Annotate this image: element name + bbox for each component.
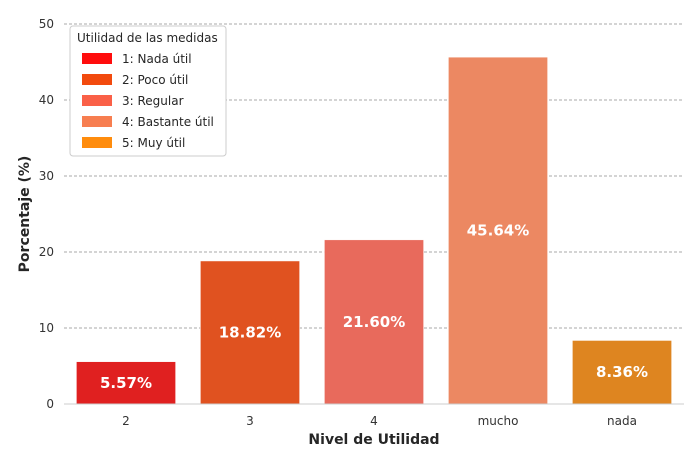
y-tick-label: 20: [39, 245, 54, 259]
bar-value-label: 8.36%: [596, 363, 648, 381]
legend: Utilidad de las medidas 1: Nada útil 2: P…: [69, 25, 227, 157]
x-tick-label: mucho: [478, 414, 519, 428]
bar-value-label: 45.64%: [467, 222, 529, 240]
y-tick-label: 10: [39, 321, 54, 335]
legend-swatch: [82, 74, 112, 85]
x-tick-label: 3: [246, 414, 254, 428]
legend-entry-label: 2: Poco útil: [122, 73, 188, 87]
legend-swatch: [82, 116, 112, 127]
legend-entry-label: 4: Bastante útil: [122, 115, 214, 129]
y-axis-title: Porcentaje (%): [17, 156, 33, 273]
bar-value-label: 21.60%: [343, 313, 405, 331]
y-tick-labels: 0 10 20 30 40 50: [39, 17, 54, 411]
bar-mucho: [448, 56, 548, 405]
bar-value-label: 18.82%: [219, 323, 281, 341]
legend-entry-label: 1: Nada útil: [122, 52, 192, 66]
bar-4: [324, 239, 424, 405]
x-axis-title: Nivel de Utilidad: [308, 432, 439, 448]
y-tick-label: 50: [39, 17, 54, 31]
bars: 5.57% 18.82% 21.60% 45.64% 8.36%: [76, 56, 672, 405]
legend-swatch: [82, 137, 112, 148]
y-tick-label: 40: [39, 93, 54, 107]
bar-nada: [572, 340, 672, 405]
legend-entry-label: 3: Regular: [122, 94, 184, 108]
x-tick-label: 4: [370, 414, 378, 428]
legend-entry-label: 5: Muy útil: [122, 136, 185, 150]
bar-value-label: 5.57%: [100, 374, 152, 392]
legend-swatch: [82, 95, 112, 106]
legend-swatch: [82, 53, 112, 64]
x-tick-label: nada: [607, 414, 637, 428]
bar-2: [76, 361, 176, 405]
y-tick-label: 0: [46, 397, 54, 411]
y-tick-label: 30: [39, 169, 54, 183]
x-tick-label: 2: [122, 414, 130, 428]
bar-3: [200, 260, 300, 405]
legend-title: Utilidad de las medidas: [77, 31, 218, 45]
legend-entries: 1: Nada útil 2: Poco útil 3: Regular 4: Bas…: [82, 52, 214, 150]
x-tick-labels: 2 3 4 mucho nada: [122, 414, 637, 428]
